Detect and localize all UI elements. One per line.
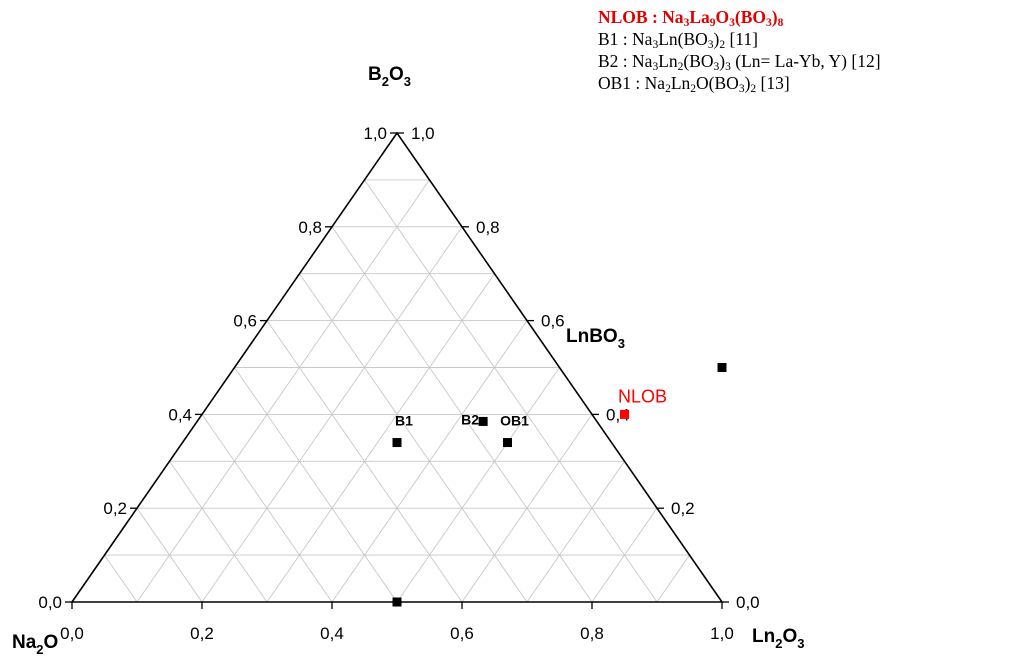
data-point xyxy=(392,438,402,448)
grid-line xyxy=(266,273,495,603)
point-label: B2 xyxy=(461,411,479,427)
grid-line xyxy=(299,273,528,603)
corner-label-na2o: Na2O xyxy=(12,632,58,657)
legend-nlob: NLOB : Na3La9O3(BO3)8 xyxy=(598,7,784,29)
grid-line xyxy=(656,554,690,603)
bottom-tick-label: 0,0 xyxy=(60,624,84,643)
right-tick-label: 0,2 xyxy=(671,499,695,518)
right-tick-label: 0,8 xyxy=(476,218,500,237)
grid-line xyxy=(234,367,398,603)
grid-line xyxy=(201,414,333,603)
left-tick-label: 0,0 xyxy=(38,593,62,612)
grid-line xyxy=(461,414,593,603)
right-tick-label: 1,0 xyxy=(411,124,435,143)
left-tick-label: 0,6 xyxy=(233,312,257,331)
grid-line xyxy=(104,554,138,603)
right-tick-label: 0,0 xyxy=(736,593,760,612)
legend-b2: B2 : Na3Ln2(BO3)3 (Ln= La-Yb, Y) [12] xyxy=(598,51,881,73)
grid-line xyxy=(169,461,268,603)
corner-label-b2o3: B2O3 xyxy=(368,64,411,89)
point-label: NLOB xyxy=(618,386,667,406)
grid-line xyxy=(364,179,658,603)
data-point xyxy=(503,438,512,448)
left-tick-label: 0,4 xyxy=(168,405,192,424)
grid-line xyxy=(136,179,430,603)
data-point xyxy=(620,409,629,419)
legend-ob1: OB1 : Na2Ln2O(BO3)2 [13] xyxy=(598,73,790,95)
right-tick-label: 0,6 xyxy=(541,312,565,331)
bottom-tick-label: 0,6 xyxy=(450,624,474,643)
left-tick-label: 1,0 xyxy=(363,124,387,143)
legend-b1: B1 : Na3Ln(BO3)2 [11] xyxy=(598,29,758,51)
grid-line xyxy=(136,507,203,603)
bottom-tick-label: 0,2 xyxy=(190,624,214,643)
data-point xyxy=(478,416,488,426)
corner-label-ln2o3: Ln2O3 xyxy=(752,626,804,651)
left-tick-label: 0,8 xyxy=(298,218,322,237)
data-point xyxy=(392,597,402,607)
left-tick-label: 0,2 xyxy=(103,499,127,518)
grid-line xyxy=(591,507,658,603)
point-label: OB1 xyxy=(500,413,529,429)
label-lnbo3: LnBO3 xyxy=(566,326,625,351)
bottom-tick-label: 0,4 xyxy=(320,624,344,643)
legend: NLOB : Na3La9O3(BO3)8 B1 : Na3Ln(BO3)2 [… xyxy=(598,6,881,95)
bottom-tick-label: 0,8 xyxy=(580,624,604,643)
bottom-tick-label: 1,0 xyxy=(710,624,734,643)
data-point xyxy=(717,363,727,372)
grid-line xyxy=(396,367,560,603)
grid-line xyxy=(526,461,625,603)
point-label: B1 xyxy=(395,413,413,429)
